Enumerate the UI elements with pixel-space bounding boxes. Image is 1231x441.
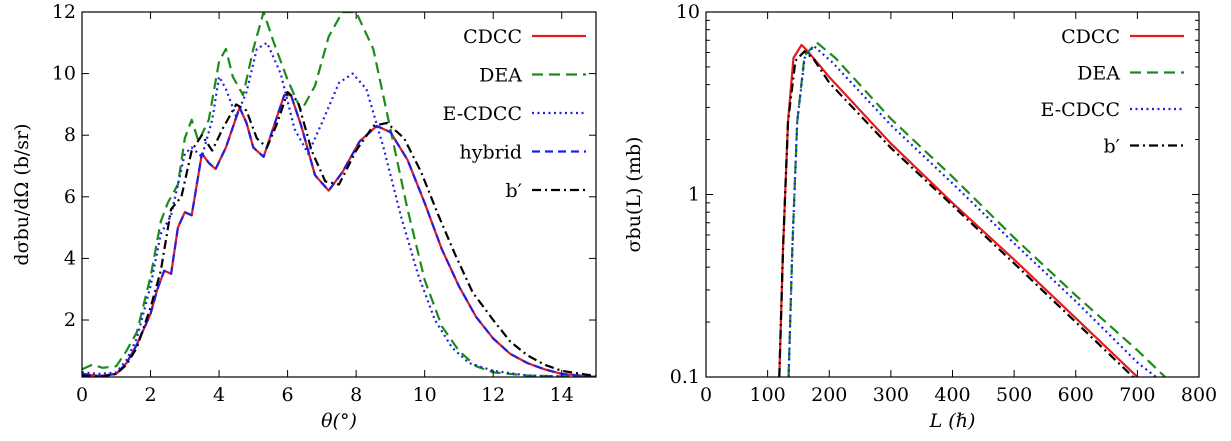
y-tick-label: 10 <box>676 1 700 23</box>
y-tick-label: 1 <box>688 184 700 206</box>
series-group <box>778 41 1166 377</box>
y-tick-label: 0.1 <box>670 366 700 388</box>
y-tick-label: 8 <box>64 124 76 146</box>
legend-label: E-CDCC <box>443 103 523 125</box>
y-tick-label: 10 <box>52 63 76 85</box>
x-tick-label: 2 <box>144 384 156 406</box>
x-tick-label: 6 <box>282 384 294 406</box>
x-tick-label: 200 <box>811 384 847 406</box>
series-line-3 <box>778 50 1135 377</box>
x-axis-label: θ(°) <box>321 410 357 432</box>
legend-label: DEA <box>1077 63 1120 85</box>
x-axis-label: L (ℏ) <box>929 410 976 432</box>
x-tick-label: 8 <box>350 384 362 406</box>
legend-label: hybrid <box>460 142 522 164</box>
x-tick-label: 800 <box>1181 384 1217 406</box>
legend: CDCC DEA E-CDCC hybrid b′ <box>443 26 586 202</box>
x-tick-label: 600 <box>1058 384 1094 406</box>
x-tick-label: 100 <box>749 384 785 406</box>
legend-label: CDCC <box>1061 26 1120 48</box>
legend-label: DEA <box>479 65 522 87</box>
series-line-2 <box>787 44 1157 377</box>
x-tick-label: 400 <box>934 384 970 406</box>
legend-label: b′ <box>506 180 522 202</box>
y-tick-label: 12 <box>52 1 76 23</box>
left-chart-panel: 0 2 4 6 8 10 12 14 2 4 6 8 10 12 θ(°) dσbu/dΩ (b/sr) CDC… <box>11 1 597 432</box>
right-chart-panel: 0 100 200 300 400 500 600 700 800 0.1 1 10 L (ℏ) σbu(… <box>623 1 1217 432</box>
x-tick-label: 500 <box>996 384 1032 406</box>
legend-label: b′ <box>1104 136 1120 158</box>
axes-frame <box>81 11 597 378</box>
x-tick-label: 10 <box>413 384 437 406</box>
legend: CDCC DEA E-CDCC b′ <box>1041 26 1184 158</box>
series-line-1 <box>82 12 596 377</box>
x-tick-label: 14 <box>550 384 574 406</box>
y-axis-label: σbu(L) (mb) <box>623 137 645 253</box>
x-tick-label: 0 <box>700 384 712 406</box>
y-tick-label: 6 <box>64 186 76 208</box>
legend-label: CDCC <box>463 26 522 48</box>
y-tick-label: 4 <box>64 247 76 269</box>
y-axis-label: dσbu/dΩ (b/sr) <box>11 123 33 265</box>
series-line-2 <box>82 41 596 377</box>
series-group <box>82 12 596 377</box>
x-tick-label: 0 <box>76 384 88 406</box>
series-line-1 <box>787 41 1166 377</box>
x-tick-label: 4 <box>213 384 225 406</box>
legend-label: E-CDCC <box>1041 99 1121 121</box>
y-tick-label: 2 <box>64 309 76 331</box>
x-tick-label: 700 <box>1119 384 1155 406</box>
series-line-4 <box>82 90 596 377</box>
series-line-3 <box>82 94 596 377</box>
x-tick-label: 12 <box>481 384 505 406</box>
x-tick-label: 300 <box>873 384 909 406</box>
